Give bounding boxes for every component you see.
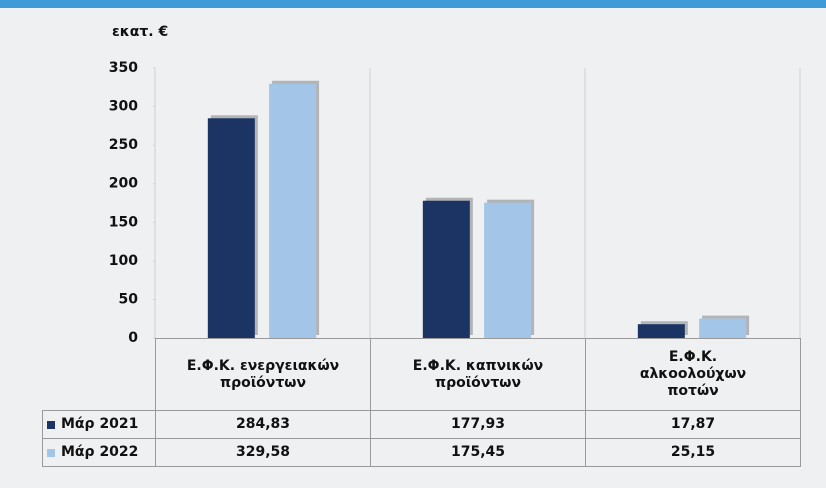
y-tick-label: 100 [109, 253, 138, 269]
y-tick-label: 200 [109, 176, 138, 192]
data-cell: 17,87 [585, 410, 801, 439]
y-axis-label: εκατ. € [112, 24, 168, 40]
y-tick-label: 150 [109, 214, 138, 230]
data-cell: 175,45 [370, 438, 586, 467]
legend-swatch [47, 420, 55, 429]
legend-swatch [47, 448, 55, 457]
y-tick-label: 250 [109, 137, 138, 153]
legend-row-head: Μάρ 2021 [42, 410, 156, 439]
y-tick-label: 50 [119, 291, 139, 307]
bar [207, 118, 255, 338]
legend-label: Μάρ 2021 [61, 416, 139, 432]
data-cell: 284,83 [155, 410, 371, 439]
legend-row-head: Μάρ 2022 [42, 438, 156, 467]
category-label: Ε.Φ.Κ. καπνικών προϊόντων [370, 338, 586, 411]
bar [269, 83, 317, 339]
category-label: Ε.Φ.Κ. ενεργειακών προϊόντων [155, 338, 371, 411]
top-bar [0, 0, 826, 8]
data-cell: 177,93 [370, 410, 586, 439]
data-cell: 25,15 [585, 438, 801, 467]
y-tick-label: 350 [109, 60, 138, 76]
bar [484, 202, 532, 338]
y-tick-label: 0 [128, 330, 138, 346]
data-cell: 329,58 [155, 438, 371, 467]
bar [699, 318, 747, 338]
y-tick-label: 300 [109, 99, 138, 115]
bar [637, 324, 685, 338]
category-label: Ε.Φ.Κ. αλκοολούχων ποτών [585, 338, 801, 411]
legend-label: Μάρ 2022 [61, 444, 139, 460]
bar [422, 200, 470, 338]
